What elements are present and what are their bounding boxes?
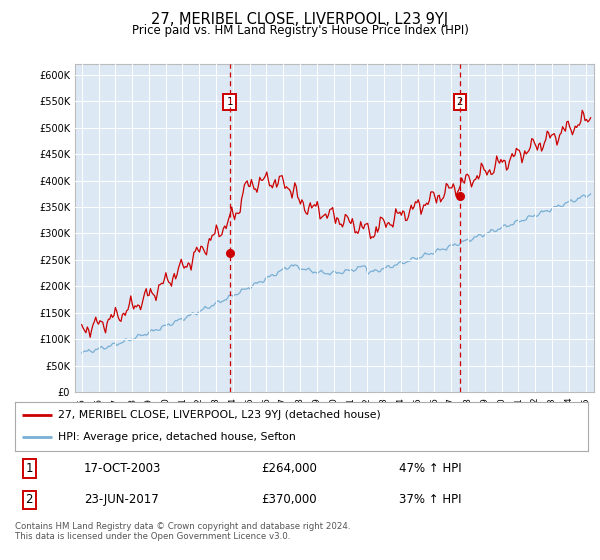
Text: HPI: Average price, detached house, Sefton: HPI: Average price, detached house, Seft…	[58, 432, 296, 442]
Text: 37% ↑ HPI: 37% ↑ HPI	[399, 493, 461, 506]
Text: 47% ↑ HPI: 47% ↑ HPI	[399, 462, 461, 475]
Text: £370,000: £370,000	[262, 493, 317, 506]
Text: 23-JUN-2017: 23-JUN-2017	[84, 493, 158, 506]
Text: 2: 2	[457, 97, 463, 107]
Text: 27, MERIBEL CLOSE, LIVERPOOL, L23 9YJ: 27, MERIBEL CLOSE, LIVERPOOL, L23 9YJ	[151, 12, 449, 27]
Text: Contains HM Land Registry data © Crown copyright and database right 2024.
This d: Contains HM Land Registry data © Crown c…	[15, 522, 350, 542]
Text: 17-OCT-2003: 17-OCT-2003	[84, 462, 161, 475]
Text: 1: 1	[26, 462, 33, 475]
Text: £264,000: £264,000	[262, 462, 317, 475]
Text: 1: 1	[226, 97, 233, 107]
Text: 2: 2	[26, 493, 33, 506]
Text: 27, MERIBEL CLOSE, LIVERPOOL, L23 9YJ (detached house): 27, MERIBEL CLOSE, LIVERPOOL, L23 9YJ (d…	[58, 410, 381, 420]
Text: Price paid vs. HM Land Registry's House Price Index (HPI): Price paid vs. HM Land Registry's House …	[131, 24, 469, 36]
